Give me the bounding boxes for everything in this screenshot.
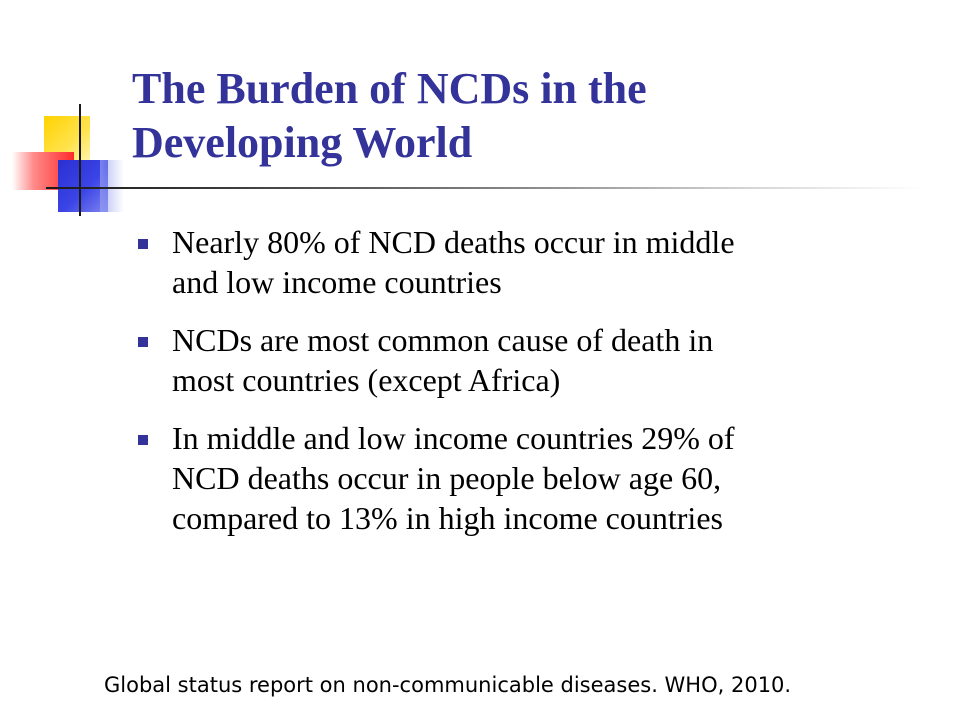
bullet-line: In middle and low income countries 29% o… bbox=[172, 420, 735, 456]
square-bullet-icon bbox=[138, 435, 148, 445]
bullet-line: Nearly 80% of NCD deaths occur in middle bbox=[172, 224, 735, 260]
blue-square-icon bbox=[58, 160, 108, 212]
source-citation: Global status report on non-communicable… bbox=[104, 673, 792, 697]
vertical-rule bbox=[79, 104, 81, 216]
bullet-item: In middle and low income countries 29% o… bbox=[132, 418, 932, 538]
bullet-line: and low income countries bbox=[172, 264, 502, 300]
title-line: Developing World bbox=[132, 118, 473, 167]
title-underline-rule bbox=[46, 187, 926, 189]
bullet-list: Nearly 80% of NCD deaths occur in middle… bbox=[132, 222, 932, 556]
title-line: The Burden of NCDs in the bbox=[132, 64, 647, 113]
bullet-line: NCDs are most common cause of death in bbox=[172, 322, 714, 358]
square-bullet-icon bbox=[138, 337, 148, 347]
bullet-item: Nearly 80% of NCD deaths occur in middle… bbox=[132, 222, 932, 302]
bullet-line: most countries (except Africa) bbox=[172, 362, 561, 398]
bullet-item: NCDs are most common cause of death in m… bbox=[132, 320, 932, 400]
slide-title: The Burden of NCDs in the Developing Wor… bbox=[132, 62, 932, 170]
bullet-line: NCD deaths occur in people below age 60, bbox=[172, 460, 722, 496]
bullet-line: compared to 13% in high income countries bbox=[172, 500, 723, 536]
square-bullet-icon bbox=[138, 239, 148, 249]
blue-square-fade bbox=[100, 160, 124, 212]
decorative-logo-icon bbox=[0, 0, 140, 220]
